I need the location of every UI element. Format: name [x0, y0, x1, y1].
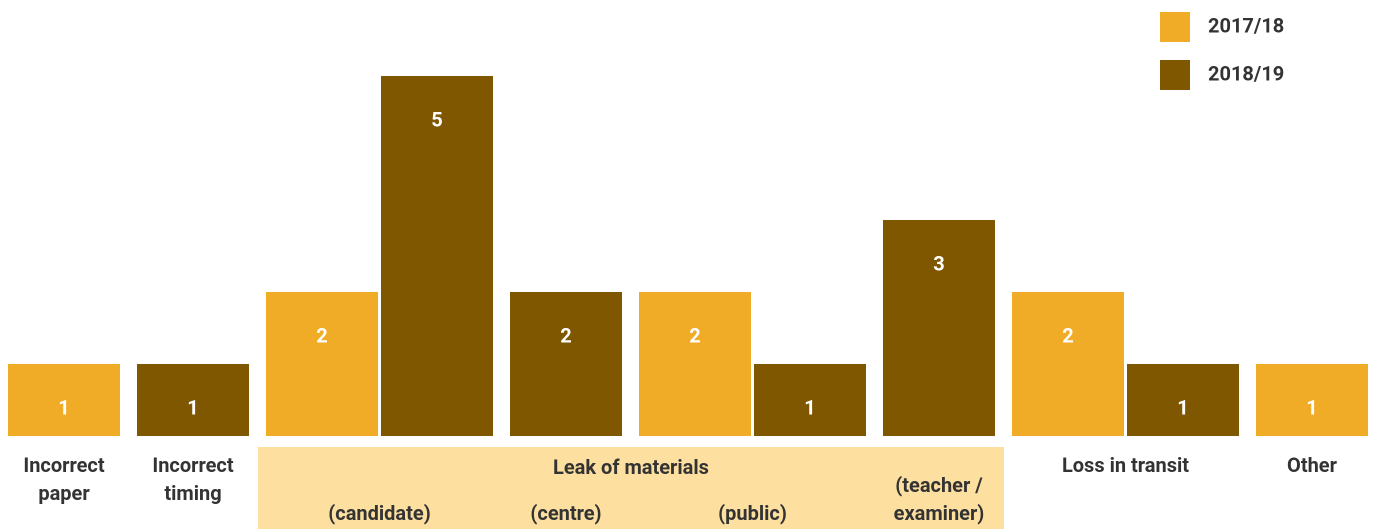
bar: [754, 364, 866, 436]
value-label: 1: [187, 395, 198, 419]
value-label: 5: [431, 107, 442, 131]
bar: [883, 220, 995, 436]
value-label: 3: [933, 251, 944, 275]
legend-label: 2017/18: [1208, 13, 1284, 37]
bar: [8, 364, 120, 436]
x-tick-label: Loss in transit: [1061, 453, 1190, 477]
value-label: 2: [316, 323, 327, 347]
x-tick-label: (centre): [530, 501, 602, 525]
group-band: [258, 447, 1004, 529]
value-label: 1: [1306, 395, 1317, 419]
x-tick-label: (public): [718, 501, 787, 525]
x-tick-label: (candidate): [328, 501, 431, 525]
bar: [1127, 364, 1239, 436]
bar: [1256, 364, 1368, 436]
legend-swatch: [1160, 60, 1190, 90]
value-label: 2: [689, 323, 700, 347]
legend-label: 2018/19: [1208, 61, 1284, 85]
bar: [1012, 292, 1124, 436]
bar: [639, 292, 751, 436]
value-label: 2: [1062, 323, 1073, 347]
bar: [266, 292, 378, 436]
x-tick-label: Incorrect timing: [152, 453, 234, 505]
legend-swatch: [1160, 12, 1190, 42]
group-label: Leak of materials: [553, 455, 709, 479]
value-label: 1: [1177, 395, 1188, 419]
value-label: 2: [560, 323, 571, 347]
bar: [510, 292, 622, 436]
bar: [137, 364, 249, 436]
bar: [381, 76, 493, 436]
value-label: 1: [804, 395, 815, 419]
value-label: 1: [58, 395, 69, 419]
x-tick-label: (teacher / examiner): [893, 473, 985, 525]
x-tick-label: Incorrect paper: [23, 453, 105, 505]
x-tick-label: Other: [1287, 453, 1337, 477]
